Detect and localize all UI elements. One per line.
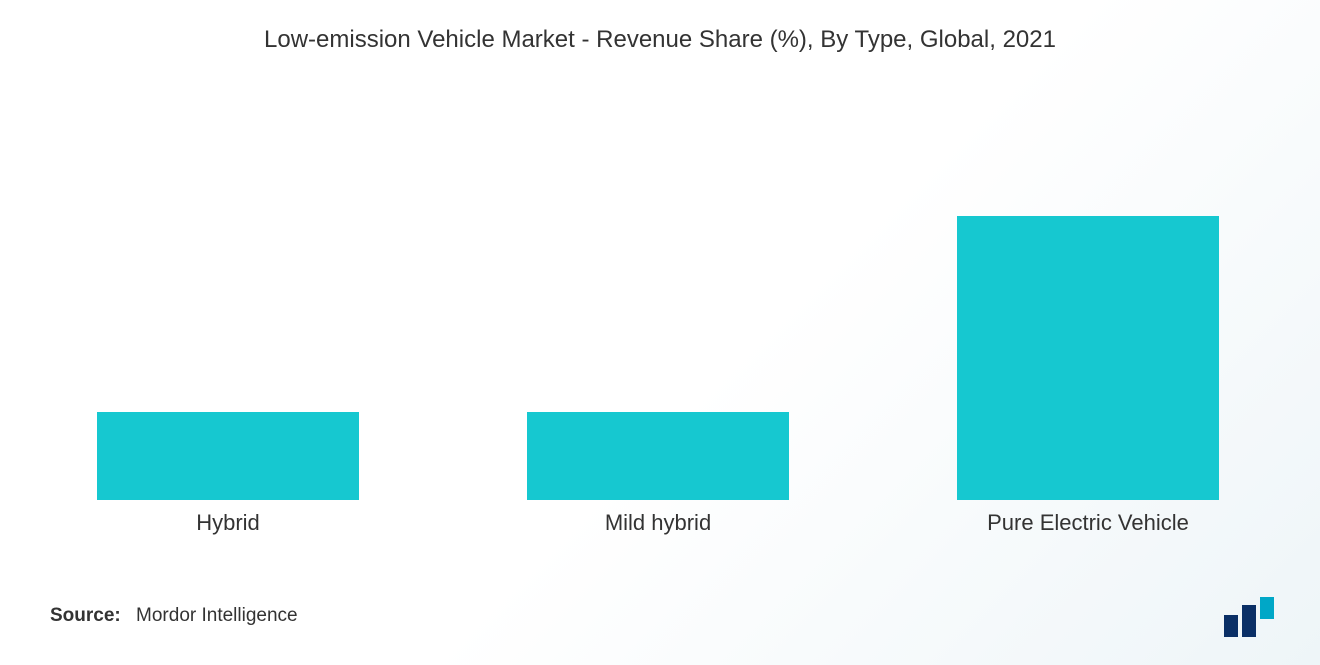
category-label: Hybrid (97, 510, 359, 536)
chart-container: Low-emission Vehicle Market - Revenue Sh… (0, 0, 1320, 665)
source-label: Source: (50, 605, 121, 626)
bar-group (527, 412, 789, 500)
plot-area (80, 100, 1240, 500)
category-label: Pure Electric Vehicle (957, 510, 1219, 536)
source-value: Mordor Intelligence (136, 605, 298, 626)
bar-group (97, 412, 359, 500)
chart-title: Low-emission Vehicle Market - Revenue Sh… (0, 26, 1320, 54)
bar-group (957, 216, 1219, 500)
category-label: Mild hybrid (527, 510, 789, 536)
bar (957, 216, 1219, 500)
bar (97, 412, 359, 500)
bar (527, 412, 789, 500)
brand-logo-icon (1224, 597, 1282, 637)
source-line: Source: Mordor Intelligence (50, 605, 298, 627)
